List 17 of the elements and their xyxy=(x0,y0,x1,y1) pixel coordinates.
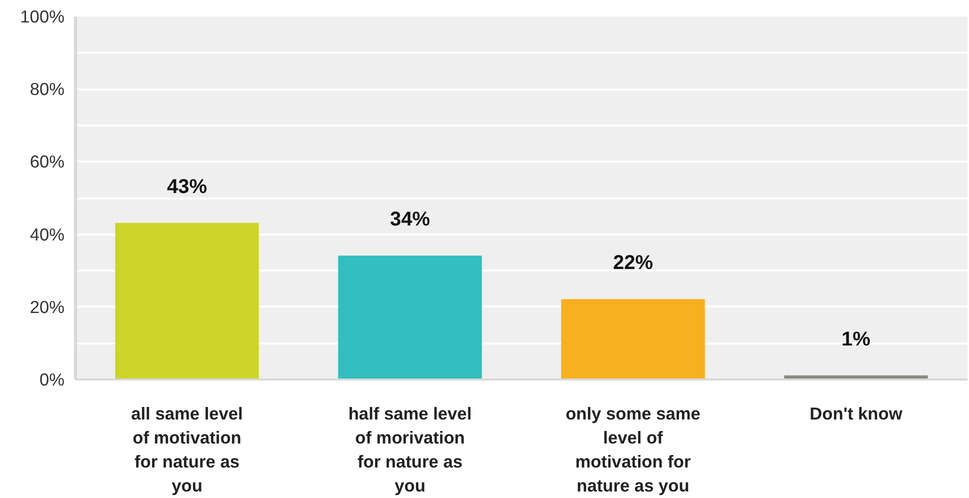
data-label: 43% xyxy=(166,176,208,198)
bar xyxy=(338,256,482,380)
data-label: 22% xyxy=(612,252,654,274)
y-tick-label: 60% xyxy=(30,152,65,172)
x-tick-label: all same level of motivation for nature as you xyxy=(131,404,243,496)
y-tick-label: 40% xyxy=(30,224,65,244)
y-tick-label: 0% xyxy=(39,370,64,390)
bar xyxy=(115,222,259,380)
data-label: 34% xyxy=(390,208,430,231)
y-tick-label: 80% xyxy=(30,79,65,100)
bar xyxy=(561,299,705,380)
data-label: 1% xyxy=(842,328,871,350)
x-tick-label: only some same level of motivation for nature as you xyxy=(566,404,701,496)
y-tick-label: 20% xyxy=(30,296,65,317)
x-tick-label: Don't know xyxy=(810,404,903,424)
x-tick-label: half same level of morivation for nature as you xyxy=(348,404,472,496)
y-tick-label: 100% xyxy=(20,6,65,26)
